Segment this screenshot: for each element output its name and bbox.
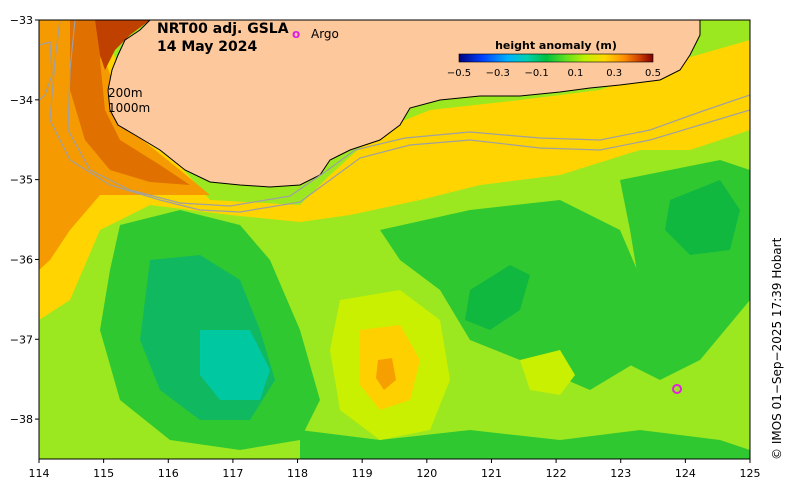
field-warm-patch <box>520 350 575 395</box>
credit-text: © IMOS 01−Sep−2025 17:39 Hobart <box>770 237 784 460</box>
lon-tick-label: 119 <box>352 467 373 480</box>
lon-tick-label: 118 <box>287 467 308 480</box>
anomaly-field <box>39 20 750 459</box>
isobath-1000m <box>67 20 750 207</box>
lon-tick-label: 123 <box>610 467 631 480</box>
lat-tick-label: −35 <box>10 174 33 187</box>
field-shelf-band <box>39 20 750 320</box>
map-title-date: 14 May 2024 <box>157 39 258 55</box>
lat-tick-label: −33 <box>10 14 33 27</box>
colorbar-scale <box>458 53 654 63</box>
lon-tick-label: 121 <box>481 467 502 480</box>
latitude-axis: −33 −34 −35 −36 −37 −38 <box>10 14 39 426</box>
colorbar-tick-label: 0.1 <box>567 68 583 79</box>
argo-legend-marker: o <box>292 27 300 41</box>
colorbar-tick-label: −0.1 <box>524 68 548 79</box>
lat-tick-label: −34 <box>10 94 33 107</box>
map-title-product: NRT00 adj. GSLA <box>157 21 289 37</box>
colorbar-title: height anomaly (m) <box>495 39 617 52</box>
lon-tick-label: 120 <box>416 467 437 480</box>
colorbar-tick-label: 0.3 <box>606 68 622 79</box>
colorbar-tick-label: −0.3 <box>486 68 510 79</box>
lat-tick-label: −36 <box>10 253 33 266</box>
argo-legend-label: Argo <box>311 27 339 41</box>
lon-tick-label: 115 <box>93 467 114 480</box>
isobath-label-1000m: 1000m <box>108 101 150 115</box>
field-low-center-core <box>465 265 530 330</box>
isobath-label-200m: 200m <box>108 86 143 100</box>
colorbar: height anomaly (m) −0.5 −0.3 −0.1 0.1 0.3 0.5 <box>447 39 661 79</box>
longitude-axis: 114 115 116 117 118 119 120 121 122 123 124 125 <box>29 459 761 480</box>
lat-tick-label: −37 <box>10 333 33 346</box>
lon-tick-label: 122 <box>546 467 567 480</box>
isobath-200m <box>49 20 750 213</box>
field-low-south <box>300 430 750 459</box>
field-warm-eddy-inner <box>376 358 396 390</box>
field-west-warm-core <box>70 20 190 185</box>
lon-tick-label: 124 <box>675 467 696 480</box>
lat-tick-label: −38 <box>10 413 33 426</box>
field-low-southwest-inner <box>200 330 270 400</box>
lon-tick-label: 116 <box>158 467 179 480</box>
colorbar-tick-label: −0.5 <box>447 68 471 79</box>
colorbar-ticks: −0.5 −0.3 −0.1 0.1 0.3 0.5 <box>447 68 661 79</box>
field-west-warm-inner <box>95 20 150 70</box>
lon-tick-label: 114 <box>29 467 50 480</box>
lon-tick-label: 125 <box>740 467 761 480</box>
lon-tick-label: 117 <box>222 467 243 480</box>
colorbar-tick-label: 0.5 <box>645 68 661 79</box>
isobath-west-bay <box>39 41 53 101</box>
argo-float-marker <box>672 384 682 394</box>
field-low-east-core <box>665 180 740 255</box>
plot-frame <box>38 19 751 460</box>
